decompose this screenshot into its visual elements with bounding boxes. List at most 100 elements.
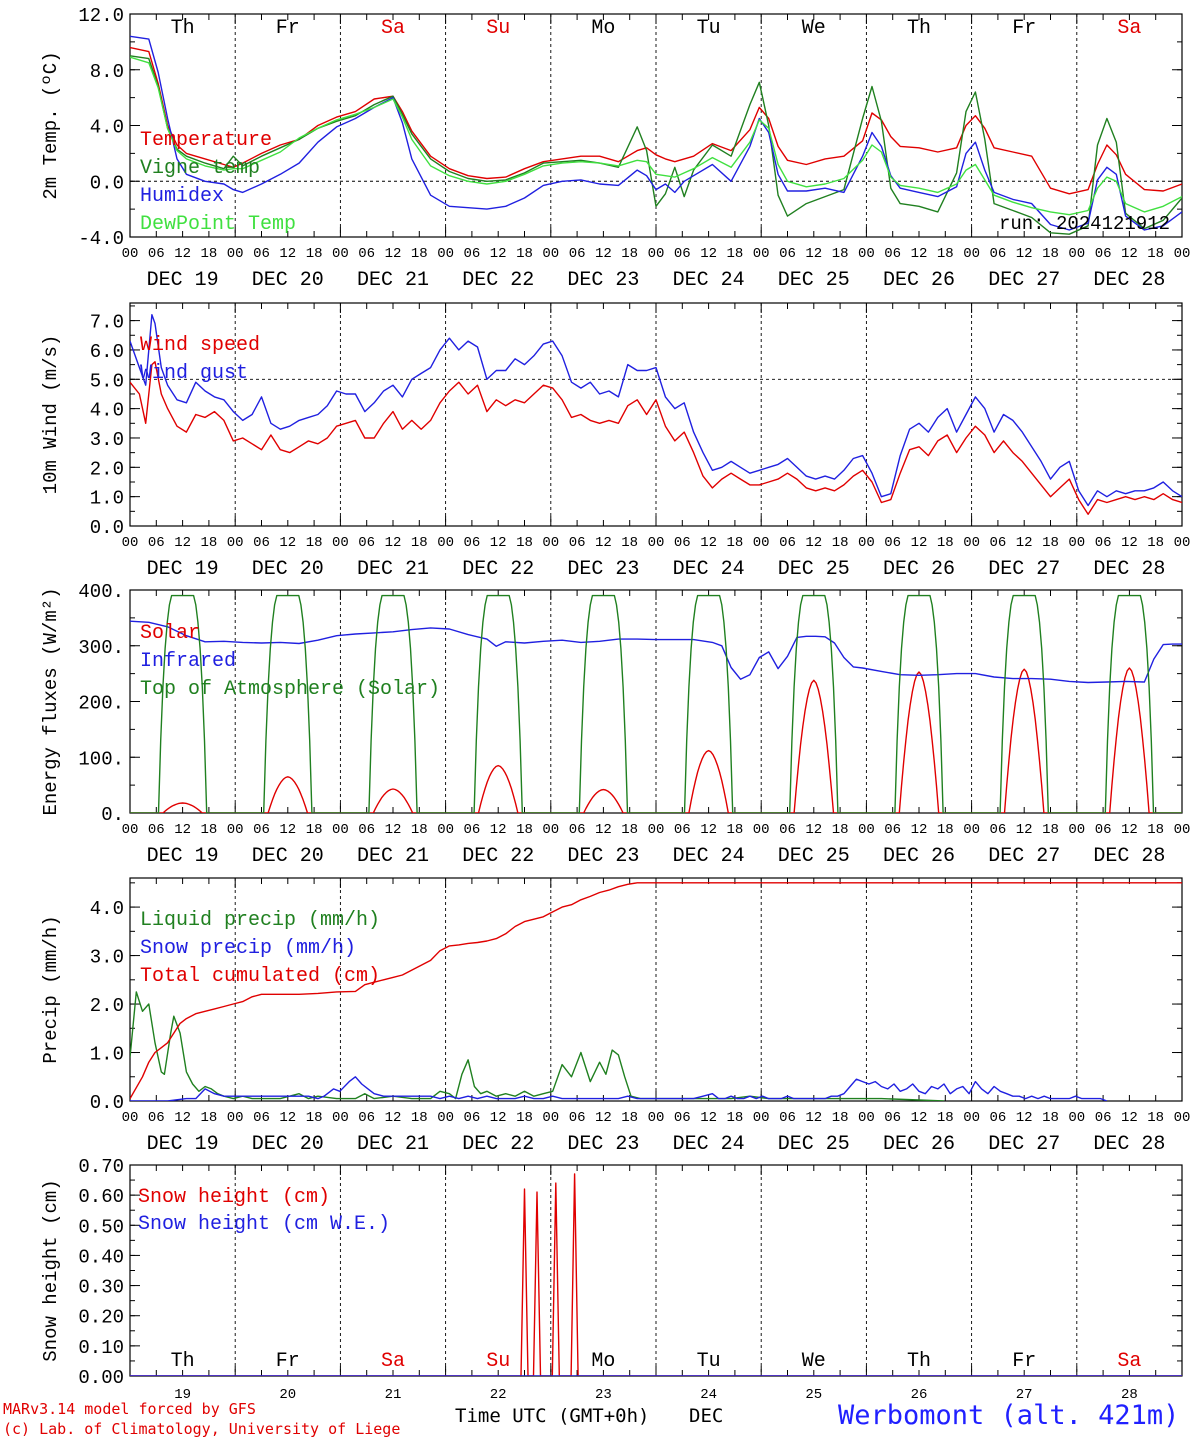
day-label: DEC 25 (778, 845, 850, 868)
legend-entry: Wind gust (140, 362, 248, 385)
hour-tick-label: 18 (726, 246, 743, 262)
day-label: DEC 27 (988, 269, 1060, 292)
y-tick-label: 0.0 (90, 517, 124, 539)
panel-wind: 0.0 1.0 2.0 3.0 4.0 5.0 6.0 7.0 10m Wind (m/s) 00… (40, 302, 1190, 581)
hour-tick-label: 06 (358, 535, 375, 551)
panel-frame (129, 589, 1183, 814)
hour-tick-label: 00 (542, 822, 559, 838)
hour-tick-label: 18 (832, 535, 849, 551)
hour-tick-label: 12 (279, 822, 296, 838)
hour-tick-label: 18 (1042, 822, 1059, 838)
hour-tick-label: 00 (858, 1110, 875, 1126)
weekday-label: Sa (1117, 1350, 1141, 1373)
y-tick-label: 0.60 (78, 1186, 124, 1208)
hour-tick-label: 00 (332, 246, 349, 262)
hour-tick-label: 06 (884, 246, 901, 262)
hour-tick-label: 12 (911, 822, 928, 838)
hour-tick-label: 06 (1095, 535, 1112, 551)
hour-tick-label: 00 (648, 535, 665, 551)
day-label: DEC 24 (673, 269, 745, 292)
hour-tick-label: 12 (911, 535, 928, 551)
y-tick-label: 8.0 (90, 61, 124, 83)
hour-tick-label: 00 (332, 535, 349, 551)
hour-tick-label: 12 (911, 246, 928, 262)
y-tick-label: 200. (78, 693, 124, 715)
day-label: DEC 22 (462, 845, 534, 868)
hour-tick-label: 12 (490, 535, 507, 551)
hour-tick-label: 06 (358, 1110, 375, 1126)
series-line-snow-height-cm- (130, 1173, 1182, 1376)
weekday-label: Th (907, 17, 931, 40)
day-label: DEC 23 (567, 558, 639, 581)
hour-tick-label: 06 (989, 535, 1006, 551)
y-tick-label: 0.50 (78, 1216, 124, 1238)
hour-tick-label: 00 (1068, 246, 1085, 262)
hour-tick-label: 12 (595, 1110, 612, 1126)
hour-tick-label: 00 (858, 246, 875, 262)
series-group (130, 35, 1182, 235)
hour-tick-label: 12 (279, 246, 296, 262)
hour-tick-label: 12 (1121, 822, 1138, 838)
hour-tick-label: 00 (542, 535, 559, 551)
hour-tick-label: 18 (1147, 535, 1164, 551)
hour-tick-label: 00 (963, 1110, 980, 1126)
hour-tick-label: 00 (122, 1110, 139, 1126)
day-label: DEC 19 (147, 558, 219, 581)
hour-tick-label: 18 (200, 822, 217, 838)
hour-tick-label: 00 (542, 1110, 559, 1126)
y-axis-title: Precip (mm/h) (40, 915, 62, 1063)
y-tick-label: 0.00 (78, 1367, 124, 1389)
hour-tick-label: 00 (648, 246, 665, 262)
day-label: DEC 28 (1093, 845, 1165, 868)
weekday-label: Th (171, 1350, 195, 1373)
hour-tick-label: 12 (805, 822, 822, 838)
y-tick-label: 4.0 (90, 400, 124, 422)
day-label: DEC 22 (462, 1133, 534, 1156)
series-group (130, 882, 1182, 1101)
hour-tick-label: 12 (805, 535, 822, 551)
hour-tick-label: 18 (832, 822, 849, 838)
hour-tick-label: 12 (174, 535, 191, 551)
station-name: Werbomont (alt. 421m) (838, 1400, 1180, 1431)
day-label: DEC 27 (988, 558, 1060, 581)
hour-tick-label: 18 (726, 1110, 743, 1126)
legend-entry: Top of Atmosphere (Solar) (140, 678, 440, 701)
hour-tick-label: 00 (332, 1110, 349, 1126)
hour-tick-label: 12 (700, 246, 717, 262)
hour-tick-label: 18 (306, 822, 323, 838)
hour-tick-label: 06 (884, 822, 901, 838)
hour-tick-label: 06 (358, 822, 375, 838)
series-line-top-of-atmosphere-solar- (130, 594, 1182, 813)
hour-tick-label: 12 (1016, 535, 1033, 551)
hour-tick-label: 06 (779, 1110, 796, 1126)
day-label: DEC 23 (567, 845, 639, 868)
hour-tick-label: 00 (648, 1110, 665, 1126)
model-credit-line: MARv3.14 model forced by GFS (3, 1400, 256, 1418)
legend-entry: Snow height (cm W.E.) (138, 1213, 390, 1236)
hour-tick-label: 00 (753, 1110, 770, 1126)
hour-tick-label: 06 (779, 822, 796, 838)
y-tick-label: 2.0 (90, 458, 124, 480)
series-line-wind-gust (130, 314, 1182, 507)
day-number-label: 26 (911, 1387, 928, 1403)
legend-entry: Total cumulated (cm) (140, 965, 380, 988)
hour-tick-label: 00 (963, 822, 980, 838)
hour-tick-label: 18 (937, 822, 954, 838)
hour-tick-label: 00 (963, 246, 980, 262)
hour-tick-label: 06 (674, 822, 691, 838)
hour-tick-label: 12 (490, 822, 507, 838)
day-label: DEC 28 (1093, 558, 1165, 581)
y-tick-label: 5.0 (90, 370, 124, 392)
hour-tick-label: 00 (753, 822, 770, 838)
hour-tick-label: 18 (832, 246, 849, 262)
y-tick-label: 0.10 (78, 1337, 124, 1359)
hour-tick-label: 12 (1016, 1110, 1033, 1126)
hour-tick-label: 12 (1121, 1110, 1138, 1126)
hour-tick-label: 00 (753, 246, 770, 262)
hour-tick-label: 18 (516, 535, 533, 551)
panel-precip: 0.0 1.0 2.0 3.0 4.0 Precip (mm/h) 00 06 12 18 00 06… (40, 877, 1191, 1156)
hour-tick-label: 00 (122, 246, 139, 262)
hour-tick-label: 00 (1174, 1110, 1191, 1126)
hour-tick-label: 06 (148, 1110, 165, 1126)
hour-tick-label: 06 (253, 246, 270, 262)
